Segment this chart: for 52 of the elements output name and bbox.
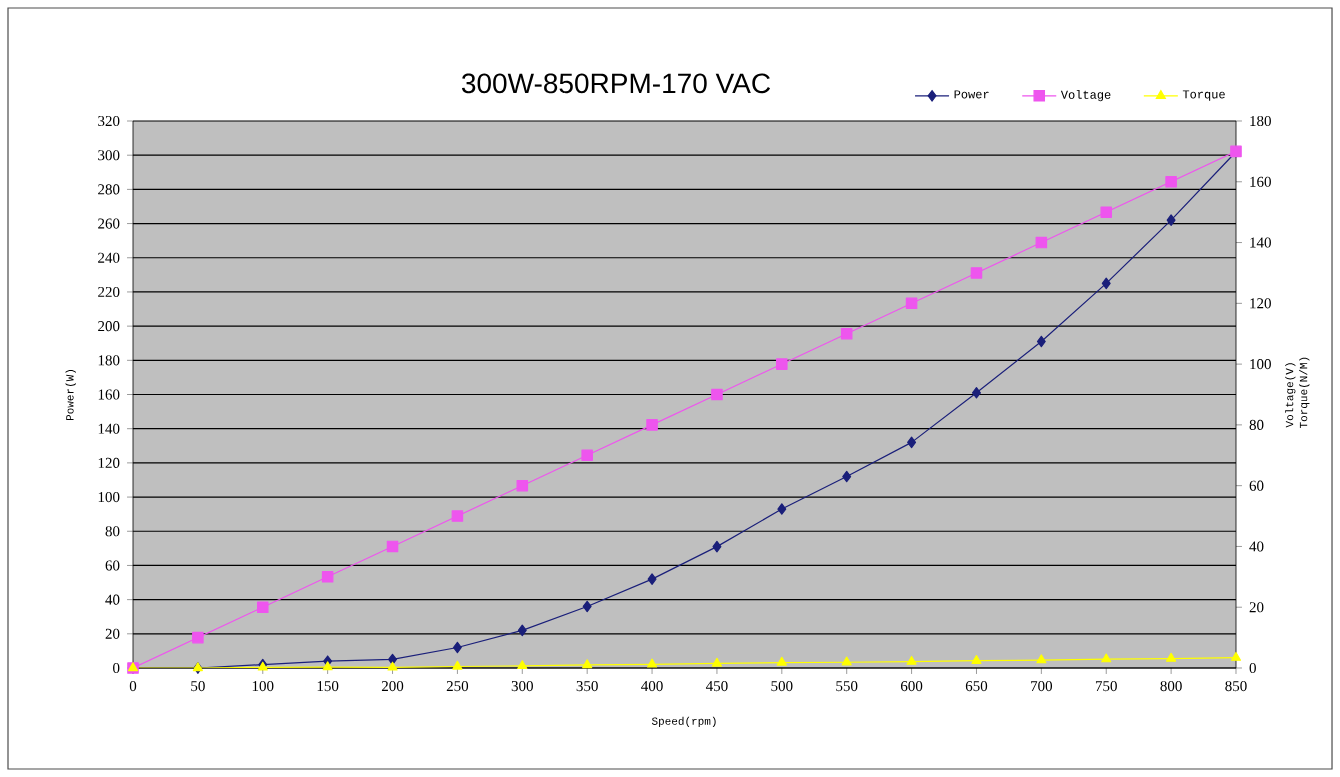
y-tick-label: 260	[98, 218, 120, 229]
x-tick-label: 150	[317, 681, 339, 692]
x-axis-title: Speed(rpm)	[651, 716, 716, 728]
x-tick-label: 650	[965, 681, 988, 692]
y-tick-label: 0	[113, 662, 120, 674]
y-tick-label: 60	[105, 560, 120, 571]
x-tick-label: 250	[446, 681, 469, 692]
y2-tick-label: 0	[1249, 662, 1256, 674]
y2-tick-label: 140	[1250, 237, 1271, 248]
y2-tick-label: 60	[1249, 480, 1264, 491]
y-axis-title: Power(W)	[65, 369, 76, 421]
y-tick-label: 100	[98, 492, 120, 503]
y-tick-label: 40	[105, 594, 120, 605]
x-tick-label: 550	[836, 681, 858, 692]
x-tick-label: 600	[900, 681, 923, 692]
y-tick-label: 280	[98, 184, 120, 195]
y-tick-label: 180	[98, 355, 120, 366]
legend-label: Torque	[1182, 90, 1225, 101]
x-tick-label: 200	[381, 681, 404, 692]
x-tick-label: 850	[1225, 681, 1247, 692]
y2-tick-label: 40	[1249, 541, 1264, 552]
y-tick-label: 160	[98, 389, 120, 400]
y-tick-label: 320	[98, 115, 120, 127]
x-tick-label: 450	[705, 681, 728, 692]
y2-tick-label: 180	[1250, 115, 1271, 127]
y-tick-label: 220	[98, 286, 120, 298]
x-tick-label: 800	[1160, 681, 1182, 692]
x-tick-label: 700	[1031, 681, 1053, 692]
y2-tick-label: 20	[1249, 602, 1264, 613]
y-tick-label: 80	[105, 526, 120, 537]
x-tick-label: 0	[129, 681, 137, 692]
x-tick-label: 100	[252, 681, 274, 692]
x-tick-label: 750	[1095, 681, 1117, 692]
legend-label: Power	[954, 90, 989, 99]
x-tick-label: 500	[771, 681, 793, 692]
y-tick-label: 120	[98, 457, 120, 468]
x-tick-label: 400	[641, 681, 663, 692]
x-tick-label: 300	[511, 681, 533, 692]
chart-title: 300W-850RPM-170 VAC	[461, 73, 771, 94]
y-tick-label: 200	[98, 321, 120, 332]
y-tick-label: 300	[98, 150, 120, 161]
y-tick-label: 140	[98, 423, 120, 434]
y-tick-label: 20	[105, 628, 120, 639]
y2-tick-label: 120	[1250, 298, 1271, 309]
y2-axis-title: Voltage(V) Torque(N/M)	[1285, 357, 1310, 429]
y2-tick-label: 160	[1250, 176, 1271, 187]
y-tick-label: 240	[98, 252, 120, 263]
legend-label: Voltage	[1060, 90, 1111, 102]
x-tick-label: 50	[191, 681, 205, 692]
y2-tick-label: 80	[1249, 419, 1264, 430]
x-tick-label: 350	[576, 681, 598, 692]
y2-tick-label: 100	[1250, 359, 1271, 370]
